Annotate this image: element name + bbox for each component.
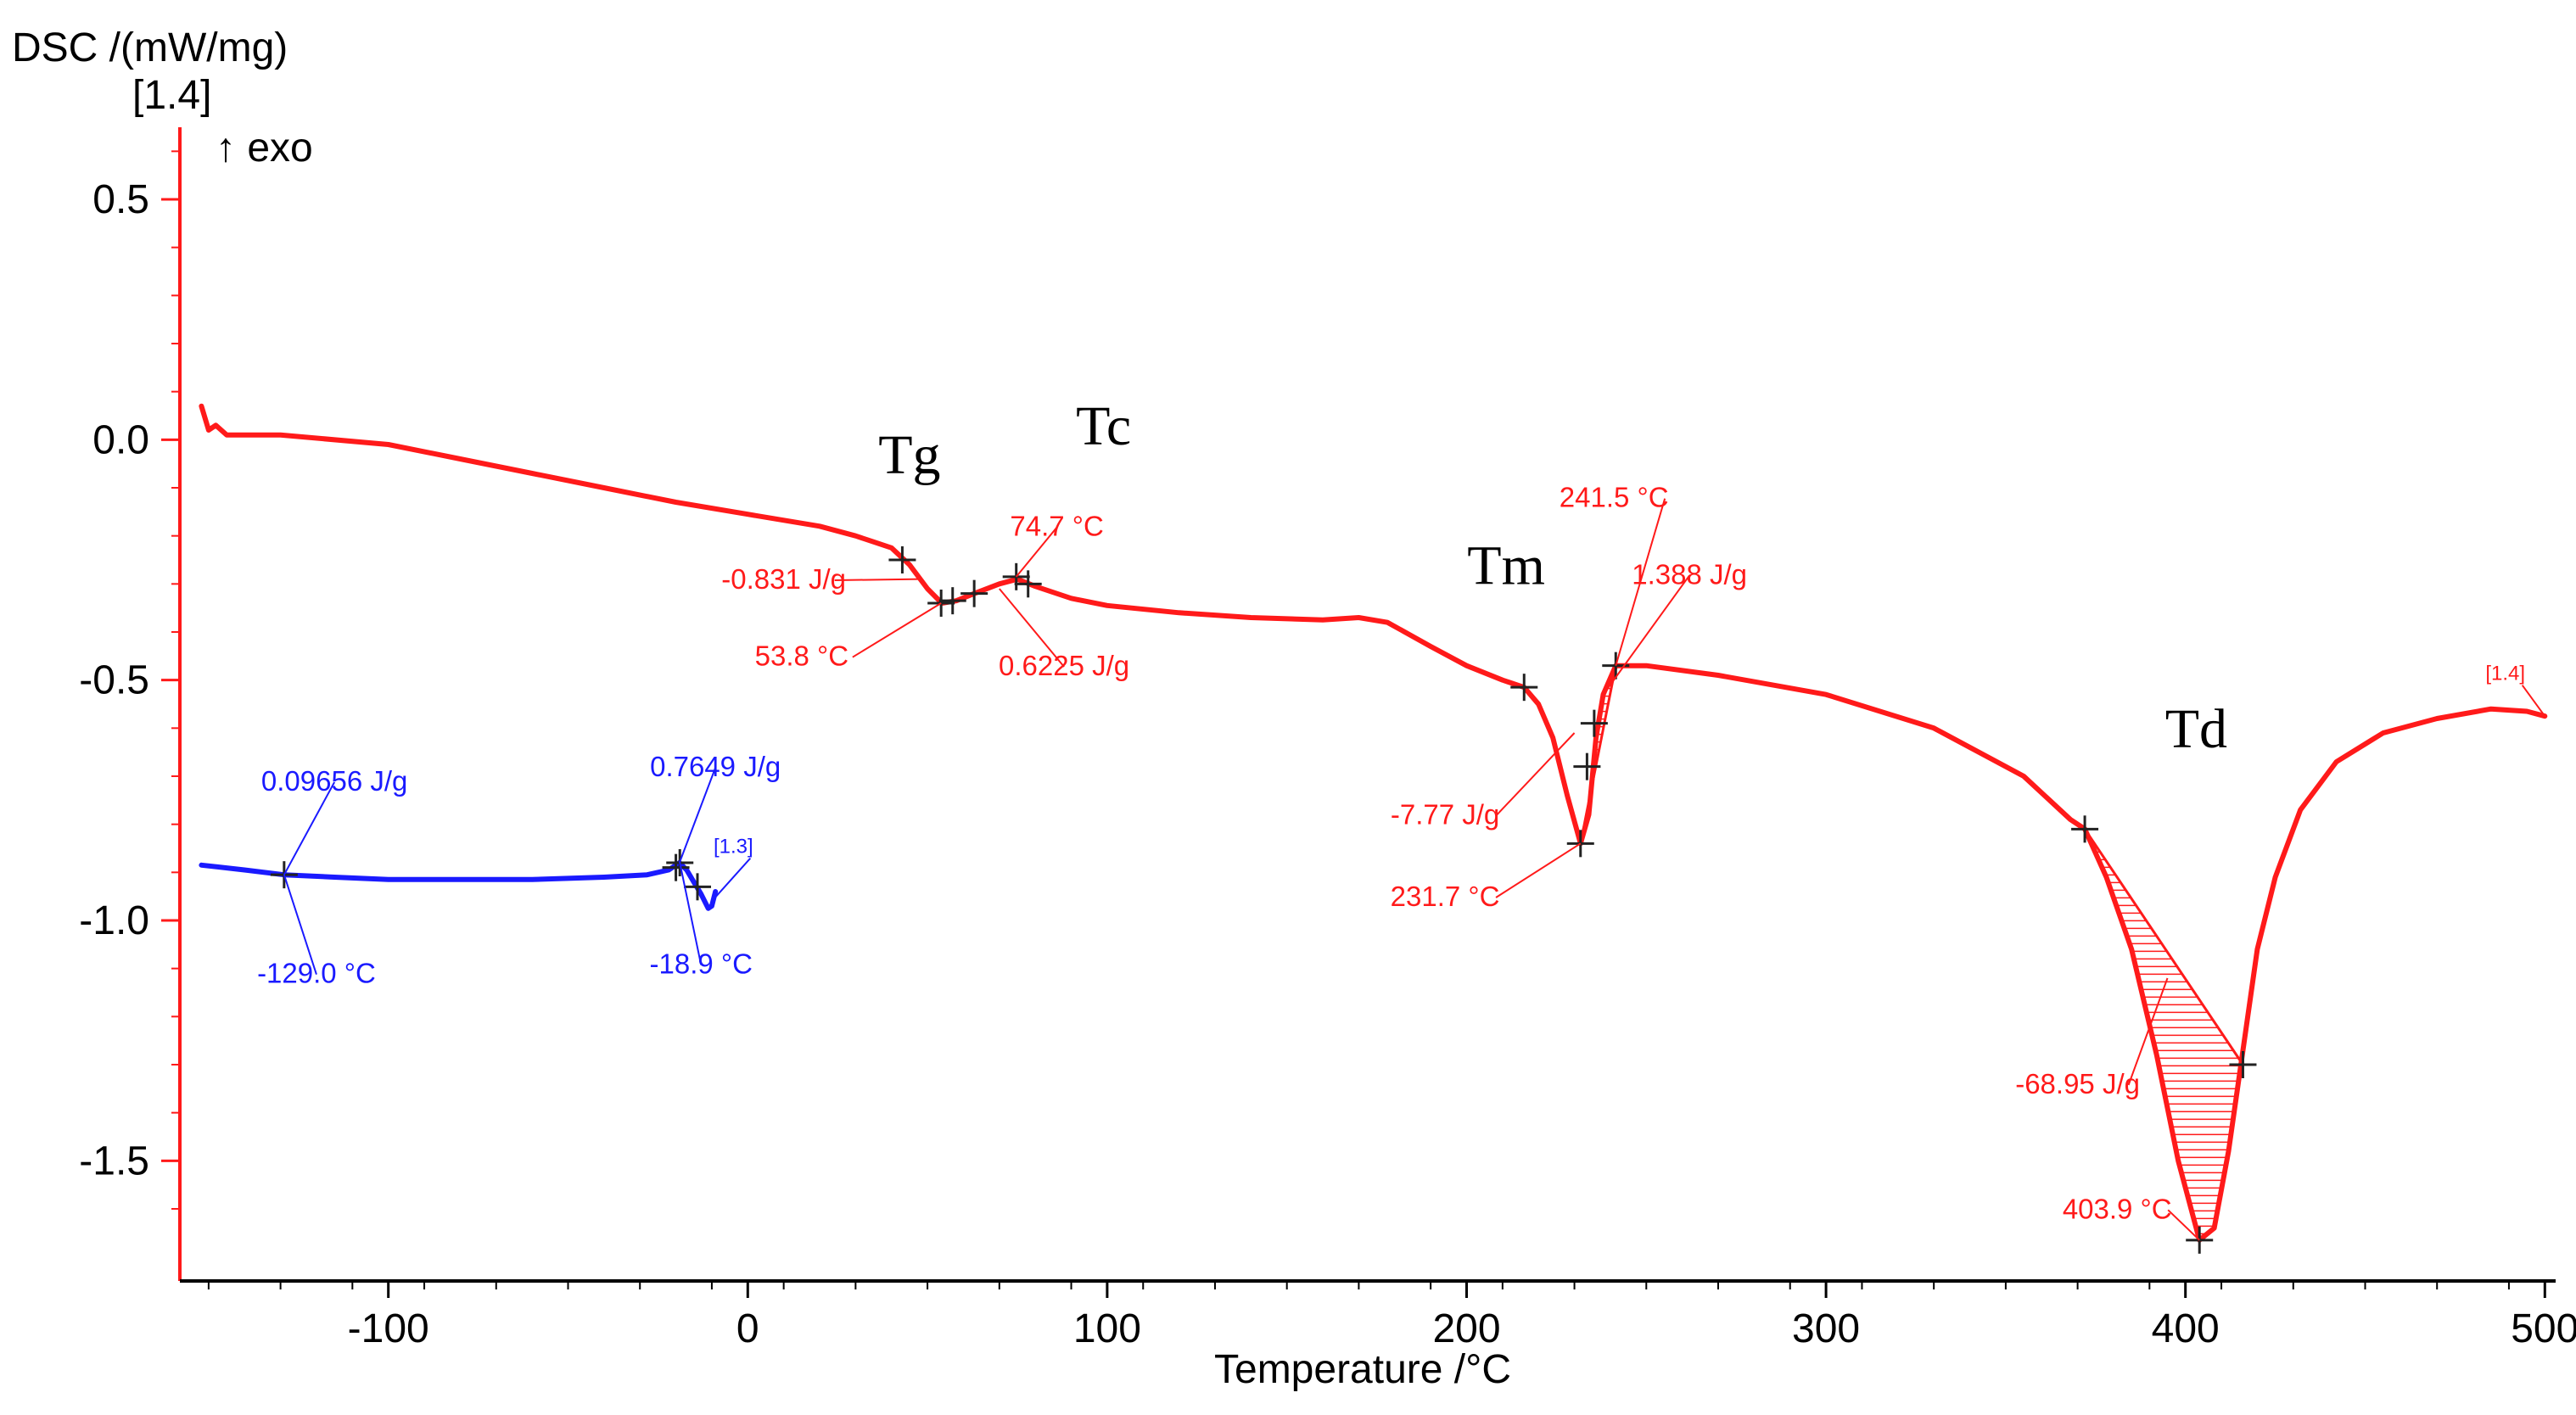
- annotation: -68.95 J/g: [2015, 977, 2169, 1099]
- evaluation-marker: [2229, 1051, 2257, 1078]
- annotation: 1.388 J/g: [1605, 558, 1747, 691]
- evaluation-marker: [1510, 674, 1538, 702]
- y-tick-label: -0.5: [79, 658, 149, 703]
- transition-label-tm: Tm: [1467, 534, 1545, 596]
- x-axis-label: Temperature /°C: [1214, 1347, 1511, 1392]
- y-axis-label: DSC /(mW/mg): [12, 25, 288, 70]
- annotation: 231.7 °C: [1391, 842, 1582, 912]
- curve-tag-label: [1.4]: [2485, 663, 2525, 685]
- annotation-label: -68.95 J/g: [2015, 1068, 2140, 1099]
- annotation-label: -18.9 °C: [650, 948, 753, 979]
- y-tick-label: 0.5: [92, 177, 149, 222]
- evaluation-marker: [1014, 570, 1042, 598]
- series-line-red: [199, 403, 2548, 1243]
- annotation-label: 74.7 °C: [1010, 511, 1103, 542]
- annotation-label: 241.5 °C: [1560, 482, 1669, 513]
- annotation: 241.5 °C: [1560, 482, 1669, 666]
- x-tick-label: 500: [2511, 1306, 2576, 1351]
- evaluation-marker: [960, 579, 988, 607]
- annotation-label: -129.0 °C: [257, 958, 376, 989]
- annotation: 74.7 °C: [1010, 511, 1104, 578]
- y-tick-label: -1.0: [79, 898, 149, 943]
- annotation: 0.09656 J/g: [261, 765, 407, 875]
- exo-label: ↑ exo: [216, 126, 313, 171]
- evaluation-marker: [662, 853, 690, 881]
- curve-tag-label: [1.3]: [714, 836, 753, 859]
- series-line-blue: [199, 860, 719, 911]
- x-tick-label: 400: [2152, 1306, 2220, 1351]
- x-tick-label: 200: [1432, 1306, 1500, 1351]
- annotation-label: 403.9 °C: [2063, 1193, 2172, 1224]
- annotation-label: 231.7 °C: [1391, 881, 1500, 912]
- evaluation-marker: [1573, 752, 1601, 780]
- evaluation-marker: [888, 546, 916, 573]
- x-tick-label: 100: [1073, 1306, 1141, 1351]
- evaluation-marker: [683, 873, 711, 901]
- x-tick-label: 0: [736, 1306, 759, 1351]
- annotation: 0.6225 J/g: [999, 588, 1129, 681]
- annotation-label: 0.6225 J/g: [999, 650, 1129, 681]
- evaluation-marker: [938, 587, 966, 615]
- transition-label-td: Td: [2165, 698, 2227, 760]
- x-tick-label: -100: [348, 1306, 429, 1351]
- annotation: -7.77 J/g: [1391, 732, 1576, 831]
- curve-tag: [1.3]: [711, 836, 753, 903]
- annotation-label: 53.8 °C: [755, 640, 848, 672]
- evaluation-marker: [1580, 709, 1608, 737]
- x-tick-label: 300: [1792, 1306, 1860, 1351]
- annotation: -18.9 °C: [650, 862, 753, 979]
- curve-tag-top: [1.4]: [132, 73, 211, 118]
- curve-tag: [1.4]: [2485, 663, 2546, 717]
- y-tick-label: 0.0: [92, 417, 149, 462]
- annotation-label: -7.77 J/g: [1391, 799, 1499, 831]
- transition-label-tg: Tg: [878, 424, 940, 486]
- baseline-chord: [2083, 828, 2244, 1065]
- annotation: -129.0 °C: [257, 874, 376, 989]
- annotation: 403.9 °C: [2063, 1193, 2200, 1241]
- transition-label-tc: Tc: [1076, 395, 1131, 457]
- annotation-label: 0.7649 J/g: [650, 751, 781, 782]
- annotation-label: 1.388 J/g: [1632, 558, 1747, 590]
- annotation: -0.831 J/g: [721, 563, 921, 595]
- annotation-label: 0.09656 J/g: [261, 765, 407, 797]
- annotation-label: -0.831 J/g: [721, 563, 846, 595]
- evaluation-marker: [2071, 815, 2099, 843]
- annotation: 53.8 °C: [755, 602, 942, 672]
- annotation: 0.7649 J/g: [650, 751, 781, 864]
- y-tick-label: -1.5: [79, 1138, 149, 1183]
